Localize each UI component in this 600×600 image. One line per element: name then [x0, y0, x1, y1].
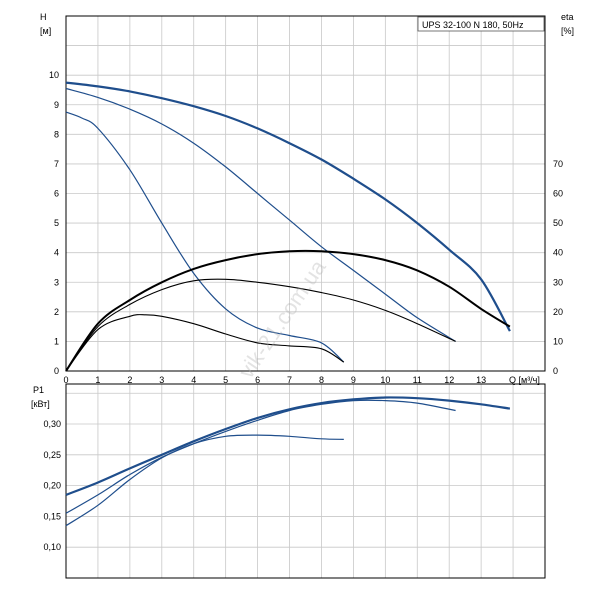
h-tick-label: 1 — [54, 336, 59, 346]
p-tick-label: 0,20 — [43, 481, 61, 491]
h-tick-label: 8 — [54, 129, 59, 139]
watermark: vik-21.com.ua — [233, 255, 331, 383]
head-efficiency-grid — [66, 16, 545, 371]
x-tick-label: 11 — [413, 375, 422, 385]
h-tick-label: 6 — [54, 189, 59, 199]
eta-tick-label: 50 — [553, 218, 563, 228]
x-tick-label: 8 — [319, 375, 324, 385]
x-tick-label: 3 — [159, 375, 164, 385]
x-tick-label: 2 — [127, 375, 132, 385]
p-tick-label: 0,10 — [43, 542, 61, 552]
power-frame — [65, 383, 546, 579]
h-axis-unit: [м] — [40, 26, 51, 36]
chart-title-box — [417, 16, 545, 32]
h-tick-label: 4 — [54, 248, 59, 258]
q-axis-title: Q [м³/ч] — [509, 375, 540, 385]
p-axis-title: P1 — [33, 385, 44, 395]
eta-tick-label: 60 — [553, 189, 563, 199]
power-curve-3 — [65, 434, 344, 527]
h-tick-label: 10 — [49, 70, 59, 80]
chart-title: UPS 32-100 N 180, 50Hz — [422, 20, 524, 30]
pump-curves — [65, 81, 511, 527]
x-tick-label: 7 — [287, 375, 292, 385]
h-tick-label: 3 — [54, 277, 59, 287]
power-curve-1 — [65, 396, 511, 496]
x-tick-label: 1 — [95, 375, 100, 385]
p-tick-label: 0,25 — [43, 450, 61, 460]
x-tick-label: 6 — [255, 375, 260, 385]
h-tick-label: 5 — [54, 218, 59, 228]
head-curve-3 — [65, 111, 345, 363]
p-axis-unit: [кВт] — [31, 399, 50, 409]
efficiency-curve-2 — [65, 278, 456, 372]
eta-tick-label: 70 — [553, 159, 563, 169]
p-tick-label: 0,30 — [43, 419, 61, 429]
head-efficiency-frame — [65, 15, 546, 372]
x-tick-label: 12 — [444, 375, 454, 385]
x-tick-label: 9 — [351, 375, 356, 385]
eta-tick-label: 20 — [553, 307, 563, 317]
eta-axis-title: eta — [561, 12, 574, 22]
h-axis-title: H — [40, 12, 47, 22]
efficiency-curve-1 — [65, 249, 511, 372]
eta-tick-label: 0 — [553, 366, 558, 376]
tick-labels: 0 1 2 3 4 5 6 7 8 9 10 11 12 130123456789100102030405… — [43, 70, 563, 552]
h-tick-label: 0 — [54, 366, 59, 376]
x-tick-label: 4 — [191, 375, 196, 385]
h-tick-label: 2 — [54, 307, 59, 317]
x-tick-label: 13 — [476, 375, 486, 385]
eta-tick-label: 40 — [553, 248, 563, 258]
power-curve-2 — [65, 399, 456, 514]
eta-tick-label: 30 — [553, 277, 563, 287]
head-curve-2 — [65, 87, 456, 342]
eta-axis-unit: [%] — [561, 26, 574, 36]
power-grid — [66, 384, 545, 578]
head-curve-1 — [65, 81, 511, 332]
x-tick-label: 5 — [223, 375, 228, 385]
p-tick-label: 0,15 — [43, 511, 61, 521]
h-tick-label: 7 — [54, 159, 59, 169]
x-tick-label: 10 — [380, 375, 390, 385]
efficiency-curve-3 — [65, 314, 345, 372]
x-tick-label: 0 — [63, 375, 68, 385]
h-tick-label: 9 — [54, 100, 59, 110]
eta-tick-label: 10 — [553, 336, 563, 346]
